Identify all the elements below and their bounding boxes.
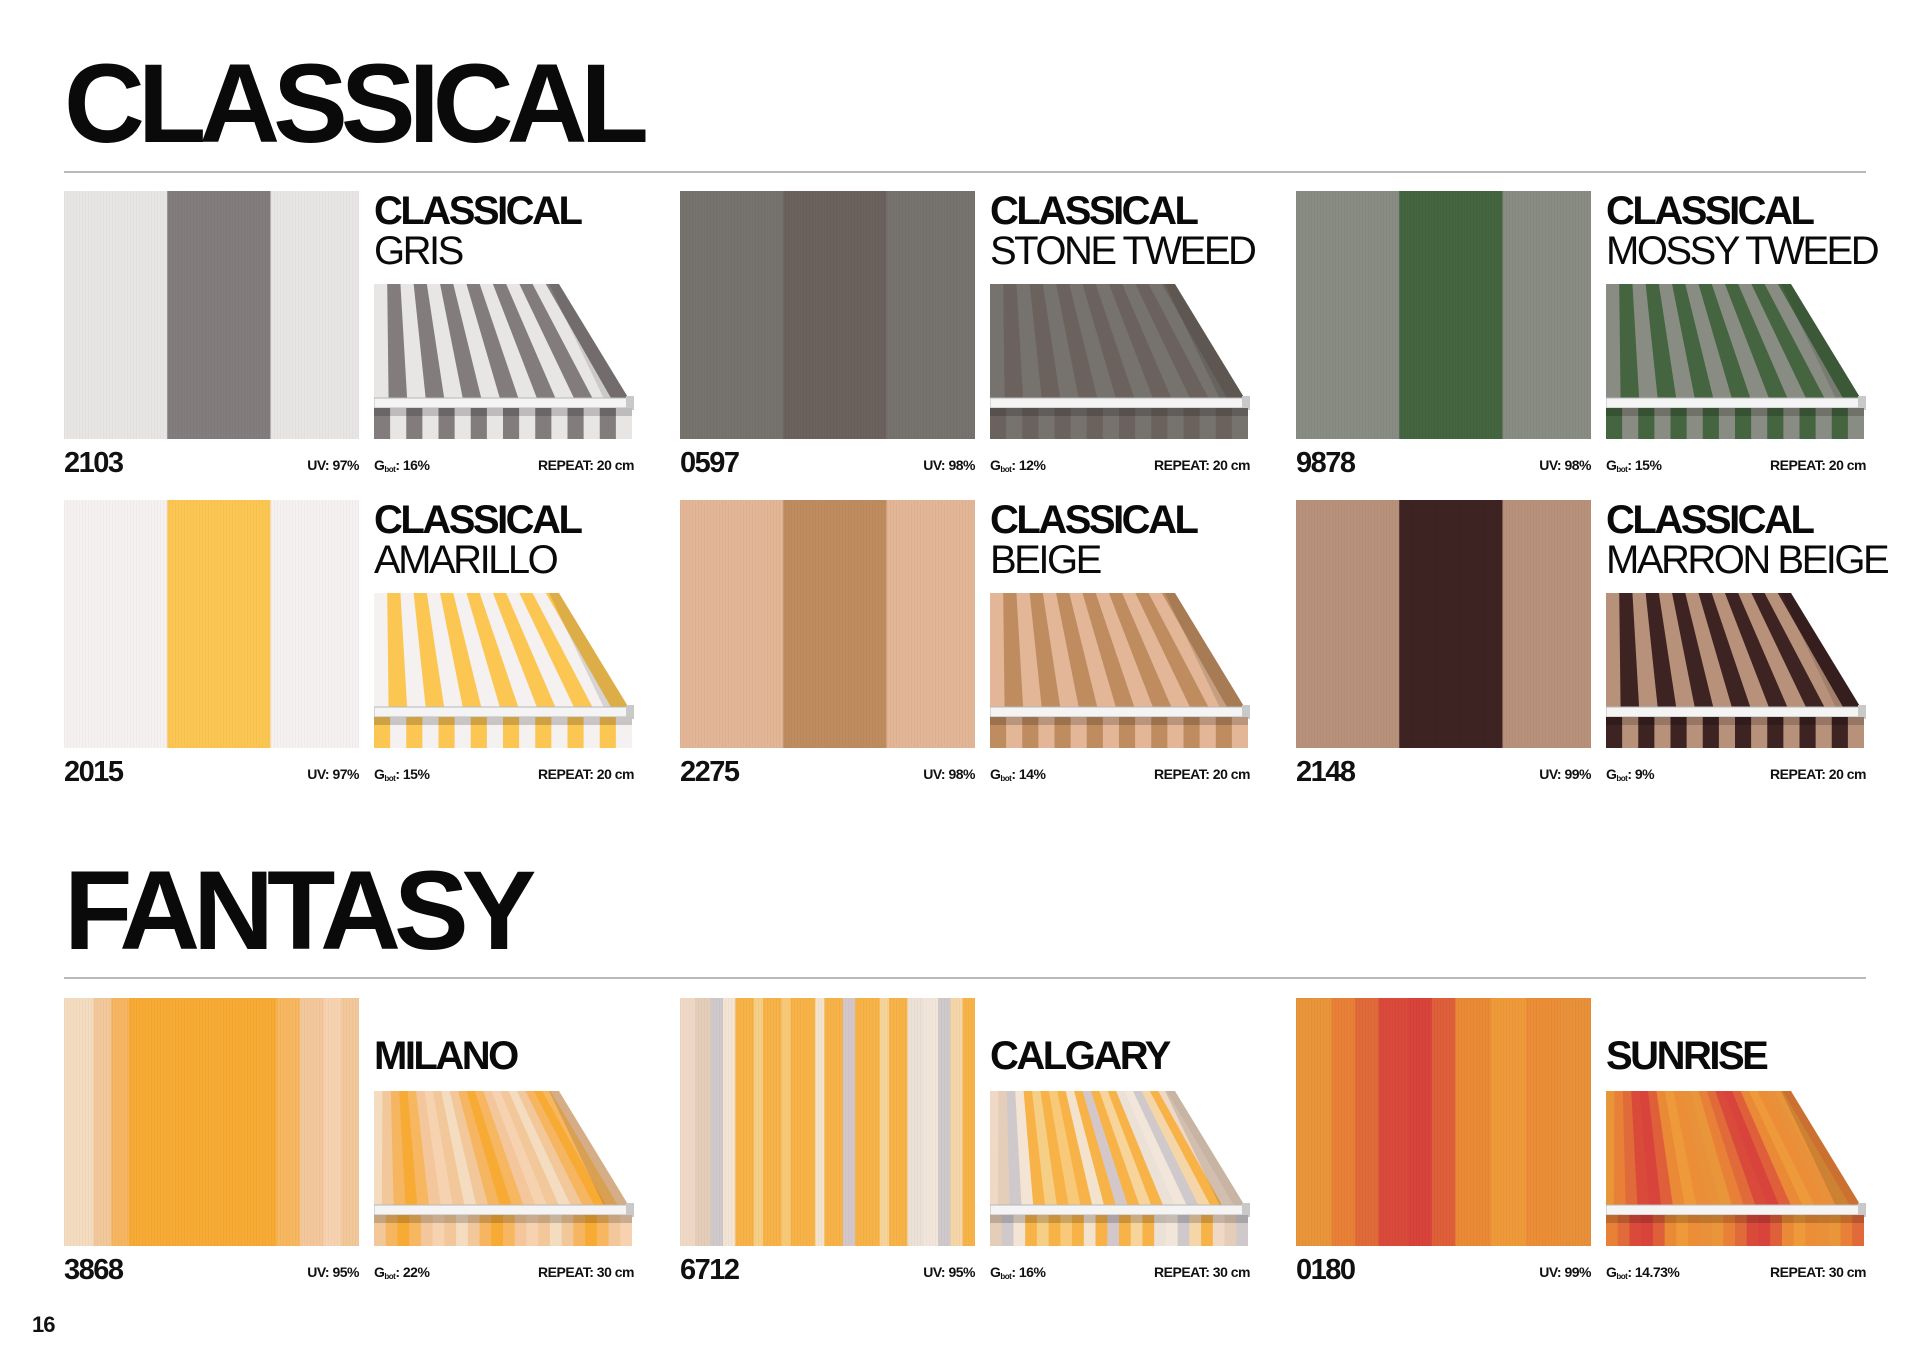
uv-protection: UV: 97% <box>307 457 359 473</box>
fabric-card[interactable]: CALGARY 6712 UV: 95% Gbot: 16% REPEAT: 3… <box>680 998 1250 1288</box>
fabric-swatch <box>1296 191 1591 439</box>
fabric-code: 2148 <box>1296 756 1356 788</box>
fabric-collection-name: CALGARY <box>990 1034 1171 1078</box>
awning-preview-image <box>990 284 1250 439</box>
repeat-size: REPEAT: 20 cm <box>1154 457 1250 473</box>
fabric-collection-name: CLASSICAL <box>990 189 1199 233</box>
awning-preview-image <box>990 593 1250 748</box>
fabric-collection-name: MILANO <box>374 1034 519 1078</box>
fabric-code: 2015 <box>64 756 124 788</box>
awning-preview-image <box>1606 1091 1866 1246</box>
fabric-collection-name: CLASSICAL <box>990 498 1199 542</box>
fabric-code: 9878 <box>1296 447 1356 479</box>
fabric-code: 3868 <box>64 1254 124 1286</box>
fabric-swatch <box>1296 998 1591 1246</box>
repeat-size: REPEAT: 30 cm <box>1154 1264 1250 1280</box>
repeat-size: REPEAT: 20 cm <box>1770 457 1866 473</box>
gbot-value: Gbot: 16% <box>374 457 430 474</box>
awning-preview-image <box>1606 593 1866 748</box>
uv-protection: UV: 98% <box>1539 457 1591 473</box>
repeat-size: REPEAT: 20 cm <box>538 457 634 473</box>
fabric-swatch <box>680 191 975 439</box>
fabric-swatch <box>680 998 975 1246</box>
fabric-card[interactable]: CLASSICAL AMARILLO 2015 UV: 97% Gbot: 15… <box>64 500 634 790</box>
awning-preview-image <box>1606 284 1866 439</box>
fabric-swatch <box>64 998 359 1246</box>
repeat-size: REPEAT: 20 cm <box>538 766 634 782</box>
fabric-card[interactable]: MILANO 3868 UV: 95% Gbot: 22% REPEAT: 30… <box>64 998 634 1288</box>
fabric-collection-name: SUNRISE <box>1606 1034 1769 1078</box>
fabric-swatch <box>1296 500 1591 748</box>
fabric-code: 2103 <box>64 447 124 479</box>
gbot-value: Gbot: 14.73% <box>1606 1264 1680 1281</box>
fabric-collection-name: CLASSICAL <box>1606 498 1815 542</box>
repeat-size: REPEAT: 30 cm <box>1770 1264 1866 1280</box>
uv-protection: UV: 95% <box>923 1264 975 1280</box>
fabric-color-name: AMARILLO <box>374 538 559 582</box>
fabric-collection-name: CLASSICAL <box>374 498 583 542</box>
fabric-color-name: MARRON BEIGE <box>1606 538 1890 582</box>
fabric-color-name: STONE TWEED <box>990 229 1257 273</box>
uv-protection: UV: 99% <box>1539 1264 1591 1280</box>
fabric-collection-name: CLASSICAL <box>1606 189 1815 233</box>
section-title-fantasy: FANTASY <box>64 848 536 973</box>
section-divider-classical <box>64 171 1866 173</box>
fabric-swatch <box>64 191 359 439</box>
fabric-swatch <box>64 500 359 748</box>
fabric-code: 0180 <box>1296 1254 1356 1286</box>
repeat-size: REPEAT: 20 cm <box>1770 766 1866 782</box>
awning-preview-image <box>374 284 634 439</box>
uv-protection: UV: 97% <box>307 766 359 782</box>
section-divider-fantasy <box>64 977 1866 979</box>
repeat-size: REPEAT: 20 cm <box>1154 766 1250 782</box>
repeat-size: REPEAT: 30 cm <box>538 1264 634 1280</box>
uv-protection: UV: 98% <box>923 766 975 782</box>
fabric-card[interactable]: CLASSICAL MOSSY TWEED 9878 UV: 98% Gbot:… <box>1296 189 1880 481</box>
fabric-color-name: BEIGE <box>990 538 1102 582</box>
fabric-code: 6712 <box>680 1254 740 1286</box>
gbot-value: Gbot: 22% <box>374 1264 430 1281</box>
gbot-value: Gbot: 9% <box>1606 766 1655 783</box>
gbot-value: Gbot: 15% <box>374 766 430 783</box>
gbot-value: Gbot: 14% <box>990 766 1046 783</box>
page-number: 16 <box>32 1312 56 1337</box>
awning-preview-image <box>374 593 634 748</box>
section-title-classical: CLASSICAL <box>64 41 649 166</box>
fabric-card[interactable]: CLASSICAL GRIS 2103 UV: 97% Gbot: 16% RE… <box>64 191 634 481</box>
fabric-collection-name: CLASSICAL <box>374 189 583 233</box>
awning-preview-image <box>990 1091 1250 1246</box>
fabric-code: 0597 <box>680 447 740 479</box>
uv-protection: UV: 99% <box>1539 766 1591 782</box>
fabric-card[interactable]: CLASSICAL BEIGE 2275 UV: 98% Gbot: 14% R… <box>680 500 1250 790</box>
fabric-card[interactable]: CLASSICAL MARRON BEIGE 2148 UV: 99% Gbot… <box>1296 498 1890 790</box>
fabric-card[interactable]: CLASSICAL STONE TWEED 0597 UV: 98% Gbot:… <box>680 189 1257 481</box>
fabric-color-name: GRIS <box>374 229 464 273</box>
fabric-swatch <box>680 500 975 748</box>
gbot-value: Gbot: 16% <box>990 1264 1046 1281</box>
fabric-code: 2275 <box>680 756 740 788</box>
uv-protection: UV: 98% <box>923 457 975 473</box>
awning-preview-image <box>374 1091 634 1246</box>
gbot-value: Gbot: 15% <box>1606 457 1662 474</box>
uv-protection: UV: 95% <box>307 1264 359 1280</box>
fabric-card[interactable]: SUNRISE 0180 UV: 99% Gbot: 14.73% REPEAT… <box>1296 998 1866 1288</box>
gbot-value: Gbot: 12% <box>990 457 1046 474</box>
fabric-color-name: MOSSY TWEED <box>1606 229 1880 273</box>
